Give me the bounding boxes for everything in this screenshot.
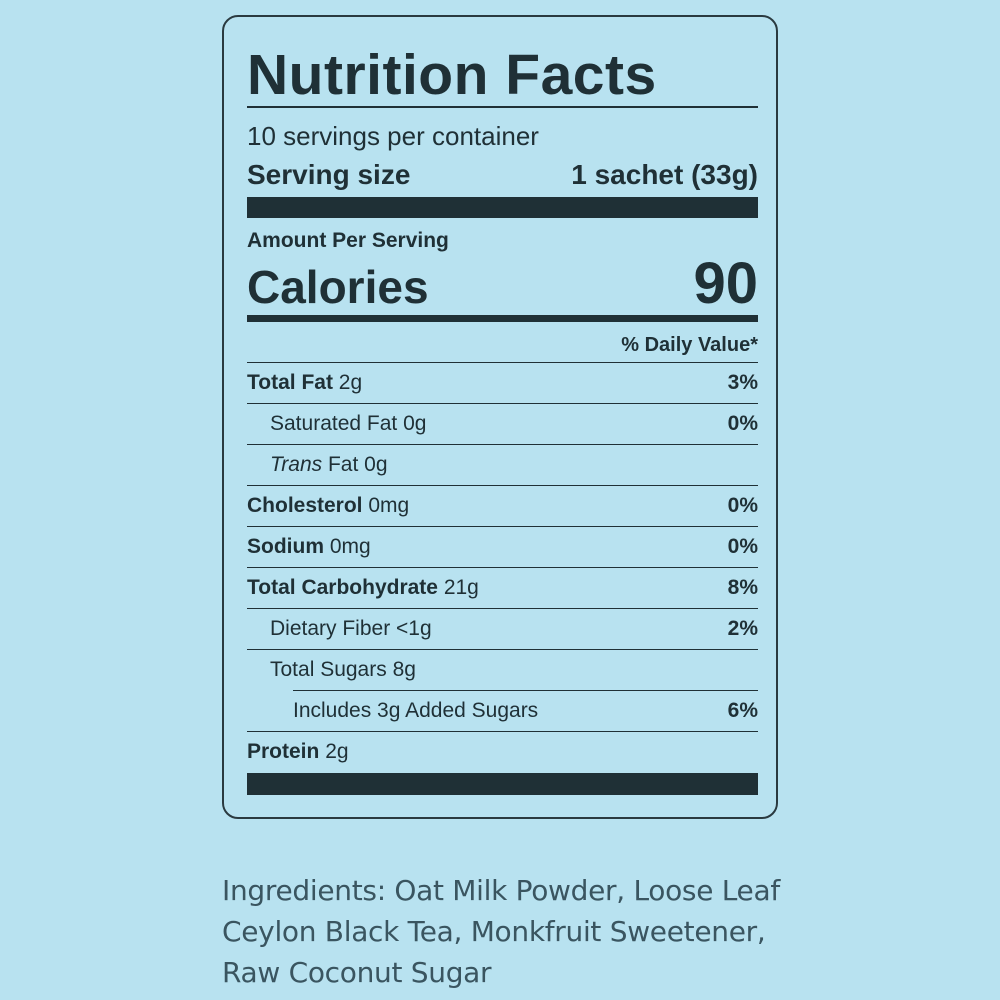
servings-per-container: 10 servings per container (247, 121, 539, 151)
nutrient-rows: Total Fat 2g 3% Saturated Fat 0g 0% Trans … (247, 362, 758, 772)
nutrient-name: Total Fat (247, 371, 333, 394)
calories-value: 90 (693, 251, 758, 316)
nutrient-dv: 0% (727, 494, 758, 517)
nutrient-amount: 0g (364, 453, 388, 476)
nutrient-name: Total Carbohydrate (247, 576, 438, 599)
serving-size-label: Serving size (247, 159, 411, 190)
nutrient-amount: 0mg (368, 494, 410, 517)
nutrient-dv: 3% (727, 371, 758, 394)
nutrient-amount: 0mg (329, 535, 371, 558)
medium-divider (247, 315, 758, 322)
nutrient-name-rest: Fat (327, 453, 359, 476)
serving-size-value: 1 sachet (33g) (571, 159, 758, 190)
nutrient-dv: 0% (727, 412, 758, 435)
nutrient-dv: 2% (727, 617, 758, 640)
nutrient-amount: 2g (338, 371, 363, 394)
serving-size: Serving size 1 sachet (33g) (247, 158, 758, 192)
nutrient-name: Trans (270, 453, 323, 476)
nutrient-amount: <1g (396, 617, 432, 640)
divider (247, 106, 758, 108)
nutrient-name: Saturated Fat (270, 412, 398, 435)
label-title: Nutrition Facts (247, 43, 657, 107)
amount-per-serving: Amount Per Serving (247, 229, 449, 252)
nutrient-row-saturated-fat: Saturated Fat 0g 0% (247, 403, 758, 444)
nutrient-row-total-carbohydrate: Total Carbohydrate 21g 8% (247, 567, 758, 608)
nutrient-dv: 8% (727, 576, 758, 599)
nutrient-row-dietary-fiber: Dietary Fiber <1g 2% (247, 608, 758, 649)
nutrient-row-trans-fat: Trans Fat 0g (247, 444, 758, 485)
nutrient-dv: 6% (727, 699, 758, 722)
ingredients-text: Ingredients: Oat Milk Powder, Loose Leaf… (222, 874, 780, 989)
nutrient-row-cholesterol: Cholesterol 0mg 0% (247, 485, 758, 526)
nutrient-name: Sodium (247, 535, 324, 558)
daily-value-header: % Daily Value* (621, 334, 758, 356)
nutrient-amount: 21g (443, 576, 479, 599)
nutrient-name: Dietary Fiber (270, 617, 391, 640)
bottom-thick-divider (247, 773, 758, 795)
nutrient-amount: 2g (325, 740, 349, 763)
nutrient-amount: 8g (392, 658, 416, 681)
nutrient-name: Protein (247, 740, 320, 763)
nutrient-name: Cholesterol (247, 494, 363, 517)
nutrient-row-added-sugars: Includes 3g Added Sugars 6% (293, 690, 758, 731)
nutrient-amount: 0g (403, 412, 427, 435)
nutrient-row-total-fat: Total Fat 2g 3% (247, 362, 758, 403)
nutrition-label-frame (222, 15, 778, 819)
nutrient-row-protein: Protein 2g (247, 731, 758, 772)
nutrient-name: Includes 3g Added Sugars (293, 699, 539, 722)
calories-label: Calories (247, 261, 429, 313)
nutrient-dv: 0% (727, 535, 758, 558)
nutrient-row-sodium: Sodium 0mg 0% (247, 526, 758, 567)
thick-divider (247, 197, 758, 218)
nutrient-row-total-sugars: Total Sugars 8g (247, 649, 758, 690)
nutrient-name: Total Sugars (270, 658, 387, 681)
calories-row: Calories 90 (247, 250, 758, 317)
